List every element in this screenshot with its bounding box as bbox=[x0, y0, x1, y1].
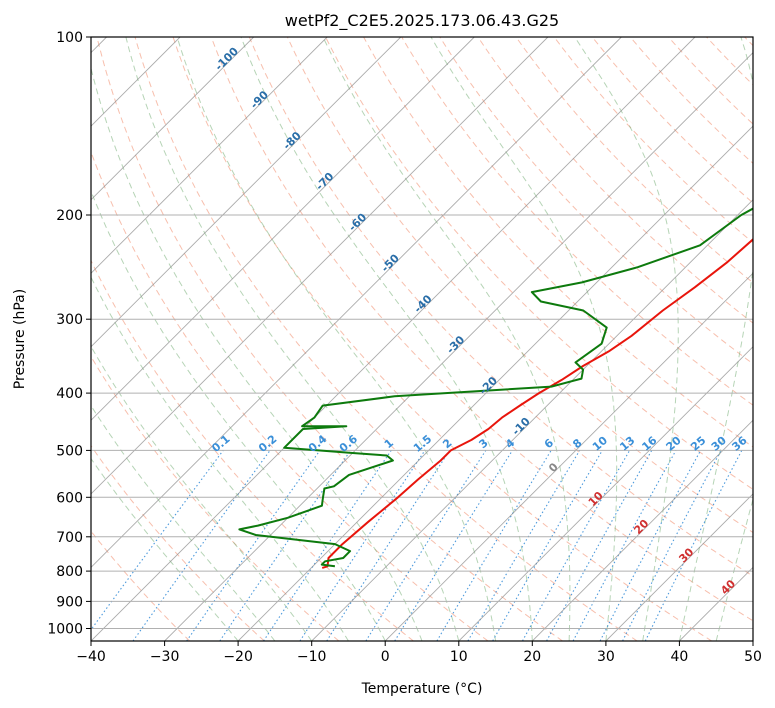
x-axis-label: Temperature (°C) bbox=[361, 681, 483, 697]
isotherm-line bbox=[237, 125, 753, 641]
dry-adiabat-line bbox=[401, 37, 753, 406]
dry-adiabat-line bbox=[363, 37, 753, 448]
dewpoint-line bbox=[238, 207, 753, 568]
chart-title: wetPf2_C2E5.2025.173.06.43.G25 bbox=[285, 11, 559, 31]
dry-adiabat-line bbox=[324, 37, 753, 490]
moist-adiabat-line bbox=[574, 37, 679, 641]
isotherm-line bbox=[311, 199, 753, 641]
mixing-ratio-line bbox=[186, 450, 321, 641]
temperature-line bbox=[321, 238, 753, 569]
plot-frame bbox=[90, 36, 754, 642]
mixing-ratio-line bbox=[522, 450, 631, 641]
x-tick-label: 10 bbox=[450, 649, 468, 665]
moist-adiabat-line bbox=[91, 457, 239, 641]
moist-adiabat-line bbox=[91, 276, 349, 641]
moist-adiabat-line bbox=[240, 37, 533, 641]
dry-adiabat-line bbox=[91, 259, 414, 641]
moist-adiabat-line bbox=[715, 497, 753, 641]
mixing-ratio-line bbox=[394, 450, 513, 641]
mixing-ratio-line bbox=[219, 450, 352, 641]
isotherm-line bbox=[91, 37, 328, 274]
y-tick-label: 500 bbox=[56, 443, 83, 459]
isotherm-line bbox=[384, 272, 753, 641]
y-tick-label: 100 bbox=[56, 30, 83, 46]
isotherm-line bbox=[91, 37, 696, 641]
y-tick-label: 400 bbox=[56, 386, 83, 402]
dry-adiabat-line bbox=[477, 37, 753, 324]
dry-adiabat-line bbox=[439, 37, 753, 365]
isotherm-line bbox=[164, 51, 753, 641]
moist-adiabat-line bbox=[430, 37, 618, 641]
dry-adiabat-line bbox=[286, 37, 753, 534]
mixing-ratio-line bbox=[299, 450, 426, 641]
moist-adiabat-line bbox=[91, 189, 386, 641]
y-tick-label: 1000 bbox=[47, 622, 83, 638]
isotherm-line bbox=[531, 419, 753, 641]
y-tick-label: 700 bbox=[56, 530, 83, 546]
moist-adiabat-line bbox=[125, 37, 460, 641]
isotherm-line bbox=[91, 37, 402, 348]
moist-adiabat-line bbox=[322, 37, 571, 641]
dry-adiabat-line bbox=[91, 444, 265, 641]
isotherm-line bbox=[605, 493, 753, 641]
x-tick-label: 40 bbox=[670, 649, 688, 665]
x-tick-label: −20 bbox=[223, 649, 253, 665]
y-tick-label: 300 bbox=[56, 312, 83, 328]
profile-lines bbox=[238, 207, 753, 569]
x-tick-label: 30 bbox=[597, 649, 615, 665]
dry-adiabat-line bbox=[134, 37, 638, 641]
isotherm-line bbox=[458, 346, 753, 641]
pressure-gridlines bbox=[91, 37, 753, 629]
y-tick-label: 900 bbox=[56, 594, 83, 610]
x-axis-ticks: −40 −30 −20 −10 0 10 20 30 40 50 bbox=[76, 641, 762, 665]
y-axis-label: Pressure (hPa) bbox=[12, 289, 28, 389]
dry-adiabat-line bbox=[770, 24, 775, 641]
y-tick-label: 600 bbox=[56, 490, 83, 506]
y-tick-label: 800 bbox=[56, 564, 83, 580]
y-axis-ticks: 100 200 300 400 500 600 700 800 900 1000 bbox=[47, 30, 91, 638]
dry-adiabat-line bbox=[210, 37, 753, 622]
x-tick-label: −10 bbox=[297, 649, 327, 665]
mixing-ratio-line bbox=[572, 450, 677, 641]
isotherm-line bbox=[91, 37, 475, 421]
dry-adiabat-line bbox=[248, 37, 753, 577]
dry-adiabat-line bbox=[91, 150, 489, 641]
dry-adiabats bbox=[91, 24, 775, 641]
isotherm-line bbox=[91, 37, 622, 569]
x-tick-label: 20 bbox=[523, 649, 541, 665]
isotherm-line bbox=[752, 640, 753, 641]
mixing-ratio-line bbox=[91, 450, 224, 631]
mixing-ratio-line bbox=[546, 450, 653, 641]
dry-adiabat-line bbox=[91, 355, 340, 641]
moist-adiabat-line bbox=[91, 404, 276, 641]
plot-area: -100-90-80-70-60-50-40-30-20-10 0.1 0.2 0.… bbox=[91, 24, 775, 641]
moist-adiabat-line bbox=[176, 37, 497, 641]
x-tick-label: 0 bbox=[381, 649, 390, 665]
plot-background bbox=[91, 37, 753, 641]
y-tick-label: 200 bbox=[56, 208, 83, 224]
isotherm-line bbox=[91, 37, 255, 201]
isotherm-line bbox=[91, 37, 549, 495]
moist-adiabat-line bbox=[678, 37, 753, 641]
mixing-ratio-line bbox=[326, 450, 451, 641]
x-tick-label: 50 bbox=[744, 649, 762, 665]
dry-adiabat-line bbox=[172, 37, 713, 641]
dry-adiabat-line bbox=[96, 37, 563, 641]
isotherms bbox=[91, 37, 753, 641]
x-tick-label: −30 bbox=[150, 649, 180, 665]
x-tick-label: −40 bbox=[76, 649, 106, 665]
mixing-ratio-line bbox=[263, 450, 392, 641]
mixing-ratio-line bbox=[644, 450, 743, 641]
